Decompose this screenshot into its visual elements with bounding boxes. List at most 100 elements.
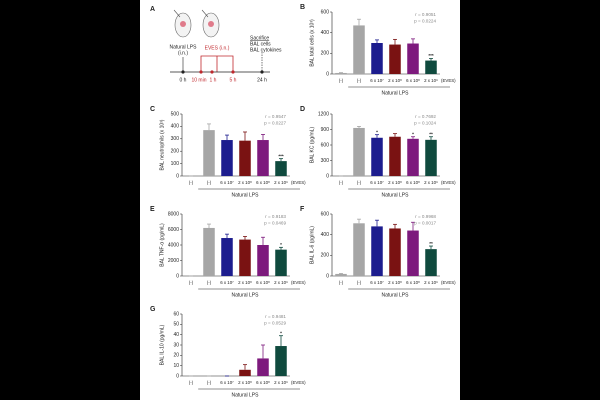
bar xyxy=(275,161,287,176)
y-tick-label: 200 xyxy=(321,51,330,57)
bar xyxy=(371,137,383,176)
significance-label: ** xyxy=(429,131,433,136)
y-tick-label: 500 xyxy=(171,111,180,117)
y-tick-label: 0 xyxy=(176,173,179,179)
x-tick-label: 6 x 10⁸ xyxy=(256,280,270,285)
mouse-lungs xyxy=(180,21,186,27)
bar xyxy=(407,230,419,276)
y-tick-label: 600 xyxy=(321,211,330,217)
x-tick-label: (-) xyxy=(339,280,344,285)
bar xyxy=(203,130,215,176)
time-dot xyxy=(181,70,185,74)
eves-bracket xyxy=(200,55,234,72)
y-axis-label: BAL TNF-α (pg/mL) xyxy=(159,223,165,267)
mouse-lungs xyxy=(208,21,214,27)
y-tick-label: 0 xyxy=(176,273,179,279)
panel-letter: F xyxy=(300,206,305,213)
bar xyxy=(353,127,365,176)
x-tick-label: (-) xyxy=(357,180,362,185)
y-tick-label: 0 xyxy=(326,273,329,279)
stat-label: r = 0.9051 xyxy=(415,12,436,17)
bar xyxy=(407,138,419,176)
y-tick-label: 1200 xyxy=(318,111,329,117)
bar xyxy=(239,369,251,376)
time-label: 10 min xyxy=(191,77,206,83)
lps-route: (i.n.) xyxy=(178,50,188,56)
x-tick-label: 2 x 10⁸ xyxy=(388,78,402,83)
bar xyxy=(239,140,251,176)
bar xyxy=(353,223,365,276)
y-tick-label: 30 xyxy=(173,342,179,348)
y-axis-label: BAL IL-6 (pg/mL) xyxy=(309,226,315,264)
bar xyxy=(335,72,347,74)
readout-label: BAL cytokines xyxy=(250,47,282,53)
bar xyxy=(257,140,269,176)
x-tick-label: 6 x 10⁷ xyxy=(370,78,384,83)
y-axis-label: BAL KC (pg/mL) xyxy=(309,127,315,164)
bar xyxy=(353,25,365,74)
y-tick-label: 100 xyxy=(171,161,180,167)
bar xyxy=(371,43,383,74)
x-tick-label: (-) xyxy=(189,180,194,185)
time-label: 24 h xyxy=(257,77,267,83)
y-tick-label: 900 xyxy=(321,127,330,133)
x-suffix-label: (EVES) xyxy=(291,280,306,285)
panel-a: A Natural LPS (i.n.) EVES (i.n.) Sacrifi… xyxy=(150,6,282,83)
x-tick-label: 6 x 10⁸ xyxy=(406,180,420,185)
pipette xyxy=(173,9,181,18)
y-axis-label: BAL IL-10 (pg/mL) xyxy=(159,324,165,365)
time-dot xyxy=(231,70,235,74)
group-label: Natural LPS xyxy=(232,392,260,398)
x-tick-label: 2 x 10⁹ xyxy=(424,280,438,285)
time-label: 1 h xyxy=(210,77,217,83)
y-tick-label: 400 xyxy=(321,30,330,36)
y-tick-label: 400 xyxy=(321,232,330,238)
x-tick-label: 6 x 10⁸ xyxy=(406,78,420,83)
panel-letter: E xyxy=(150,206,155,213)
bar xyxy=(221,238,233,276)
stat-label: p = 0.1024 xyxy=(414,121,436,126)
bar xyxy=(371,226,383,276)
bar xyxy=(275,346,287,376)
x-tick-label: 2 x 10⁹ xyxy=(274,380,288,385)
x-tick-label: 2 x 10⁹ xyxy=(424,180,438,185)
x-tick-label: (-) xyxy=(207,380,212,385)
bar xyxy=(203,227,215,276)
group-label: Natural LPS xyxy=(382,192,410,198)
chart-panel: C BAL neutrophils (x 10³) 0 100 200 300 400 500… xyxy=(150,106,306,198)
stat-label: r = 0.9481 xyxy=(265,314,286,319)
x-tick-label: 2 x 10⁹ xyxy=(274,280,288,285)
x-tick-label: 2 x 10⁸ xyxy=(238,280,252,285)
stat-label: p = 0.0017 xyxy=(414,221,436,226)
y-axis-label: BAL neutrophils (x 10³) xyxy=(159,119,165,170)
x-suffix-label: (EVES) xyxy=(291,180,306,185)
panel-letter: D xyxy=(300,106,305,113)
stat-label: p = 0.0224 xyxy=(414,19,436,24)
bar xyxy=(335,273,347,276)
stat-label: r = 0.9968 xyxy=(415,214,436,219)
stat-label: r = 0.9547 xyxy=(265,114,286,119)
y-tick-label: 300 xyxy=(321,158,330,164)
x-tick-label: (-) xyxy=(357,78,362,83)
y-tick-label: 4000 xyxy=(168,242,179,248)
x-tick-label: (-) xyxy=(189,380,194,385)
lps-label: Natural LPS xyxy=(170,44,198,50)
significance-label: * xyxy=(376,129,378,134)
significance-label: *** xyxy=(278,153,284,158)
x-tick-label: (-) xyxy=(339,180,344,185)
x-tick-label: (-) xyxy=(357,280,362,285)
time-dot xyxy=(210,70,214,74)
bar xyxy=(389,228,401,276)
chart-panel: G BAL IL-10 (pg/mL) 0 10 20 30 40 50 60 (-) (-) 6 x… xyxy=(150,306,306,398)
time-label: 5 h xyxy=(230,77,237,83)
bar xyxy=(425,139,437,176)
bar xyxy=(407,43,419,74)
y-tick-label: 200 xyxy=(321,253,330,259)
y-tick-label: 0 xyxy=(176,373,179,379)
x-tick-label: 6 x 10⁸ xyxy=(256,380,270,385)
x-tick-label: 6 x 10⁷ xyxy=(370,280,384,285)
chart-panel: D BAL KC (pg/mL) 0 300 600 900 1200 (-) (-) * 6 x … xyxy=(300,106,456,198)
time-dot xyxy=(199,70,203,74)
pipette xyxy=(201,9,209,18)
